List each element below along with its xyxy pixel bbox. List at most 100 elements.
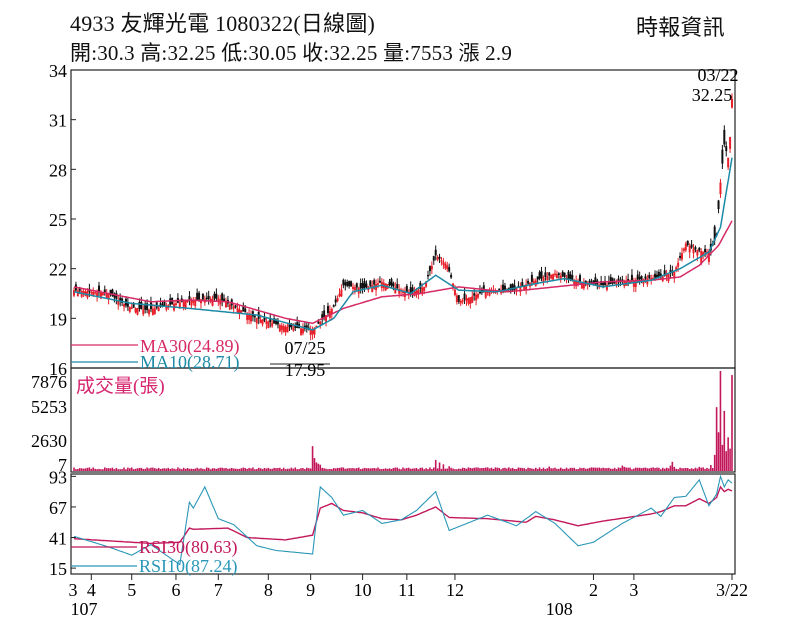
candle-body [392,283,395,287]
candle-body [99,292,102,299]
candle-body [136,308,139,315]
candle-body [159,303,162,307]
candle-body [594,277,597,285]
xtick-label: 3/22 [716,580,748,600]
candle-body [330,308,333,315]
candle-body [242,305,245,312]
candle-body [475,294,478,301]
candle-body [636,274,639,280]
candle-body [700,251,703,264]
year-label: 107 [71,599,98,619]
candle-body [532,281,535,284]
candle-body [588,280,591,284]
candle-body [288,323,291,328]
candle-body [365,283,368,288]
candle-body [477,294,480,298]
candle-body [111,289,114,297]
candle-body [542,277,545,282]
candle-body [248,314,251,320]
candle-body [725,146,728,152]
candle-body [688,246,691,253]
xtick-label: 7 [214,580,223,600]
candle-body [117,300,120,305]
candle-body [300,328,303,335]
candle-body [427,275,430,277]
candle-body [263,317,266,321]
candle-body [192,299,195,303]
candle-body [563,272,566,278]
candle-body [719,182,722,194]
candle-body [717,200,720,210]
candle-body [467,297,470,304]
candle-body [259,319,262,323]
candle-body [340,289,343,297]
candle-body [269,317,272,323]
candle-body [423,286,426,291]
candle-body [334,299,337,303]
candle-body [582,282,585,289]
candle-body [704,248,707,253]
candle-body [280,325,283,330]
candle-body [190,300,193,306]
candle-body [228,304,231,310]
candle-body [530,274,533,282]
candle-body [394,287,397,294]
candle-body [455,295,458,302]
candle-body [73,290,75,296]
candle-body [224,302,227,308]
candle-body [234,305,237,308]
candle-body [690,244,693,248]
candle-body [142,309,145,315]
price-ytick-label: 28 [49,160,67,180]
candle-body [425,281,428,287]
candle-body [440,260,443,262]
candle-body [151,308,154,315]
candle-body [301,328,304,334]
candle-body [505,290,508,292]
candle-body [527,280,530,284]
candle-body [109,289,112,295]
candle-body [405,285,408,292]
candle-body [446,265,449,270]
candle-body [351,286,354,289]
candle-body [388,281,391,286]
candle-body [265,321,268,324]
candle-body [571,274,574,280]
candle-body [503,285,506,291]
price-ytick-label: 34 [49,61,67,81]
candle-body [355,283,358,288]
candle-body [194,299,197,306]
candle-body [515,288,518,291]
candle-body [213,293,216,299]
candle-body [580,282,583,289]
rsi-ytick-label: 15 [49,559,67,579]
candle-body [584,280,587,283]
candle-body [240,310,243,313]
low-date-label: 07/25 [284,338,325,358]
candle-body [198,292,201,300]
candle-body [134,308,137,313]
candle-body [215,293,218,299]
candle-body [498,288,501,291]
candle-body [680,253,683,260]
candle-body [519,286,522,292]
candle-body [140,301,143,310]
candle-body [415,290,418,294]
candle-body [669,269,672,274]
candle-body [273,318,276,324]
candle-body [182,301,185,307]
candle-body [421,287,424,295]
candle-body [238,309,241,314]
candle-body [130,307,133,310]
candle-body [607,281,610,285]
candle-body [126,301,129,307]
rsi30-legend-label: RSI30(80.63) [139,537,238,558]
candle-body [271,322,274,327]
candle-body [107,293,110,300]
candle-body [698,247,701,251]
candle-body [713,226,716,241]
candle-body [332,305,335,307]
candle-body [278,324,281,332]
candle-body [488,290,491,296]
high-date-label: 03/22 [697,65,738,85]
